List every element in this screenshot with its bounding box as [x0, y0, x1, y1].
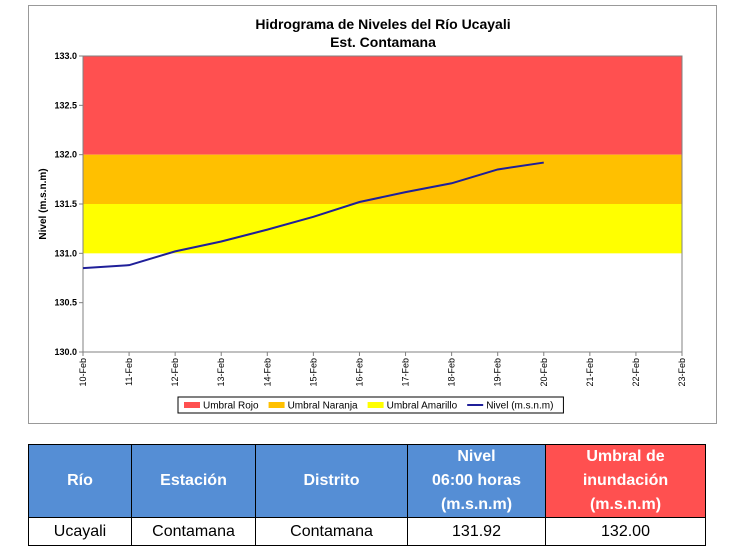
x-tick-label: 10-Feb: [78, 358, 88, 387]
header-cell: Distrito: [255, 444, 408, 518]
x-tick-label: 21-Feb: [585, 358, 595, 387]
legend-swatch: [367, 402, 384, 408]
threshold-band: [83, 154, 682, 204]
x-tick-label: 22-Feb: [631, 358, 641, 387]
y-tick-label: 130.0: [54, 347, 77, 357]
y-tick-label: 131.5: [54, 199, 77, 209]
y-tick-label: 132.0: [54, 150, 77, 160]
chart: Hidrograma de Niveles del Río Ucayali Es…: [28, 5, 717, 424]
legend-label: Umbral Naranja: [288, 401, 358, 412]
header-cell: Estación: [131, 444, 256, 518]
table: Río Estación Distrito Nivel 06:00 horas (m.…: [28, 444, 706, 546]
header-cell: Umbral de inundación (m.s.n.m): [545, 444, 706, 518]
x-tick-label: 15-Feb: [308, 358, 318, 387]
threshold-band: [83, 204, 682, 254]
chart-title: Hidrograma de Niveles del Río Ucayali: [255, 16, 510, 32]
legend-label: Umbral Amarillo: [387, 401, 458, 412]
legend-label: Umbral Rojo: [203, 401, 259, 412]
y-axis-label: Nivel (m.s.n.m): [38, 168, 49, 239]
y-tick-label: 133.0: [54, 51, 77, 61]
threshold-band: [83, 56, 682, 155]
data-cell: 132.00: [545, 517, 706, 546]
x-tick-label: 18-Feb: [447, 358, 457, 387]
header-row: Río Estación Distrito Nivel 06:00 horas (m.…: [28, 444, 706, 518]
x-tick-label: 12-Feb: [170, 358, 180, 387]
x-tick-label: 16-Feb: [354, 358, 364, 387]
data-cell: 131.92: [407, 517, 546, 546]
data-cell: Contamana: [255, 517, 408, 546]
line-series: [82, 161, 544, 270]
y-tick-label: 131.0: [54, 248, 77, 258]
x-tick-label: 20-Feb: [539, 358, 549, 387]
data-row: Ucayali Contamana Contamana 131.92 132.00: [28, 517, 706, 546]
x-tick-label: 11-Feb: [124, 358, 134, 386]
legend-label: Nivel (m.s.n.m): [486, 401, 553, 412]
x-tick-label: 19-Feb: [493, 358, 503, 387]
x-tick-label: 13-Feb: [216, 358, 226, 387]
legend-swatch: [184, 402, 200, 408]
y-tick-label: 132.5: [54, 100, 77, 110]
legend-swatch: [268, 402, 285, 408]
chart-subtitle: Est. Contamana: [330, 34, 436, 50]
x-tick-label: 23-Feb: [677, 358, 687, 387]
header-cell: Río: [28, 444, 132, 518]
data-cell: Ucayali: [28, 517, 132, 546]
header-cell: Nivel 06:00 horas (m.s.n.m): [407, 444, 546, 518]
data-cell: Contamana: [131, 517, 256, 546]
y-tick-label: 130.5: [54, 298, 77, 308]
x-tick-label: 14-Feb: [262, 358, 272, 387]
x-tick-label: 17-Feb: [401, 358, 411, 387]
plot-border: [82, 55, 683, 353]
